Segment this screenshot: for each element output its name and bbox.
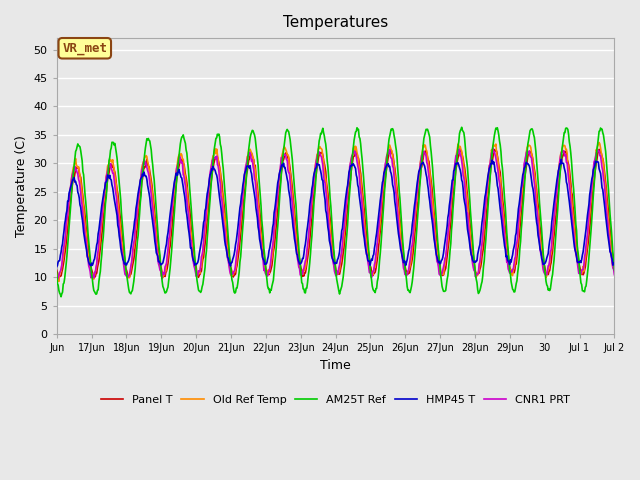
CNR1 PRT: [270, 225, 278, 231]
X-axis label: Time: Time: [320, 359, 351, 372]
Panel T: [119, 240, 127, 246]
CNR1 PRT: [394, 211, 401, 216]
Line: AM25T Ref: AM25T Ref: [57, 127, 614, 297]
HMP45 T: [557, 156, 565, 162]
HMP45 T: [248, 178, 256, 183]
Panel T: [55, 276, 63, 281]
CNR1 PRT: [489, 145, 497, 151]
Old Ref Temp: [221, 222, 229, 228]
Panel T: [611, 262, 618, 268]
CNR1 PRT: [249, 163, 257, 169]
CNR1 PRT: [611, 272, 618, 277]
HMP45 T: [53, 264, 61, 270]
CNR1 PRT: [119, 253, 127, 259]
Text: VR_met: VR_met: [62, 42, 108, 55]
Panel T: [595, 146, 603, 152]
AM25T Ref: [425, 132, 433, 137]
Old Ref Temp: [119, 250, 127, 256]
Old Ref Temp: [55, 278, 63, 284]
Line: Panel T: Panel T: [57, 149, 614, 278]
AM25T Ref: [394, 166, 401, 171]
AM25T Ref: [221, 195, 229, 201]
Line: HMP45 T: HMP45 T: [57, 159, 614, 267]
CNR1 PRT: [425, 176, 433, 182]
Legend: Panel T, Old Ref Temp, AM25T Ref, HMP45 T, CNR1 PRT: Panel T, Old Ref Temp, AM25T Ref, HMP45 …: [97, 390, 575, 409]
Line: Old Ref Temp: Old Ref Temp: [57, 143, 614, 281]
Panel T: [394, 192, 401, 198]
Panel T: [249, 155, 257, 161]
CNR1 PRT: [221, 235, 229, 241]
Old Ref Temp: [249, 155, 257, 161]
HMP45 T: [221, 237, 228, 243]
Old Ref Temp: [425, 166, 433, 171]
Old Ref Temp: [611, 268, 618, 274]
AM25T Ref: [119, 228, 127, 234]
Panel T: [221, 217, 229, 223]
AM25T Ref: [57, 294, 65, 300]
CNR1 PRT: [54, 276, 61, 282]
Old Ref Temp: [595, 140, 603, 145]
HMP45 T: [611, 260, 618, 266]
AM25T Ref: [611, 267, 618, 273]
AM25T Ref: [270, 269, 278, 275]
Y-axis label: Temperature (C): Temperature (C): [15, 135, 28, 237]
Panel T: [53, 267, 61, 273]
AM25T Ref: [249, 128, 257, 133]
Panel T: [270, 245, 278, 251]
Panel T: [425, 159, 433, 165]
CNR1 PRT: [53, 275, 61, 281]
AM25T Ref: [53, 269, 61, 275]
Line: CNR1 PRT: CNR1 PRT: [57, 148, 614, 279]
Title: Temperatures: Temperatures: [283, 15, 388, 30]
HMP45 T: [393, 217, 401, 223]
Old Ref Temp: [394, 203, 401, 209]
AM25T Ref: [458, 124, 465, 130]
HMP45 T: [424, 186, 432, 192]
Old Ref Temp: [270, 231, 278, 237]
HMP45 T: [118, 252, 126, 258]
HMP45 T: [269, 221, 277, 227]
Old Ref Temp: [53, 271, 61, 277]
